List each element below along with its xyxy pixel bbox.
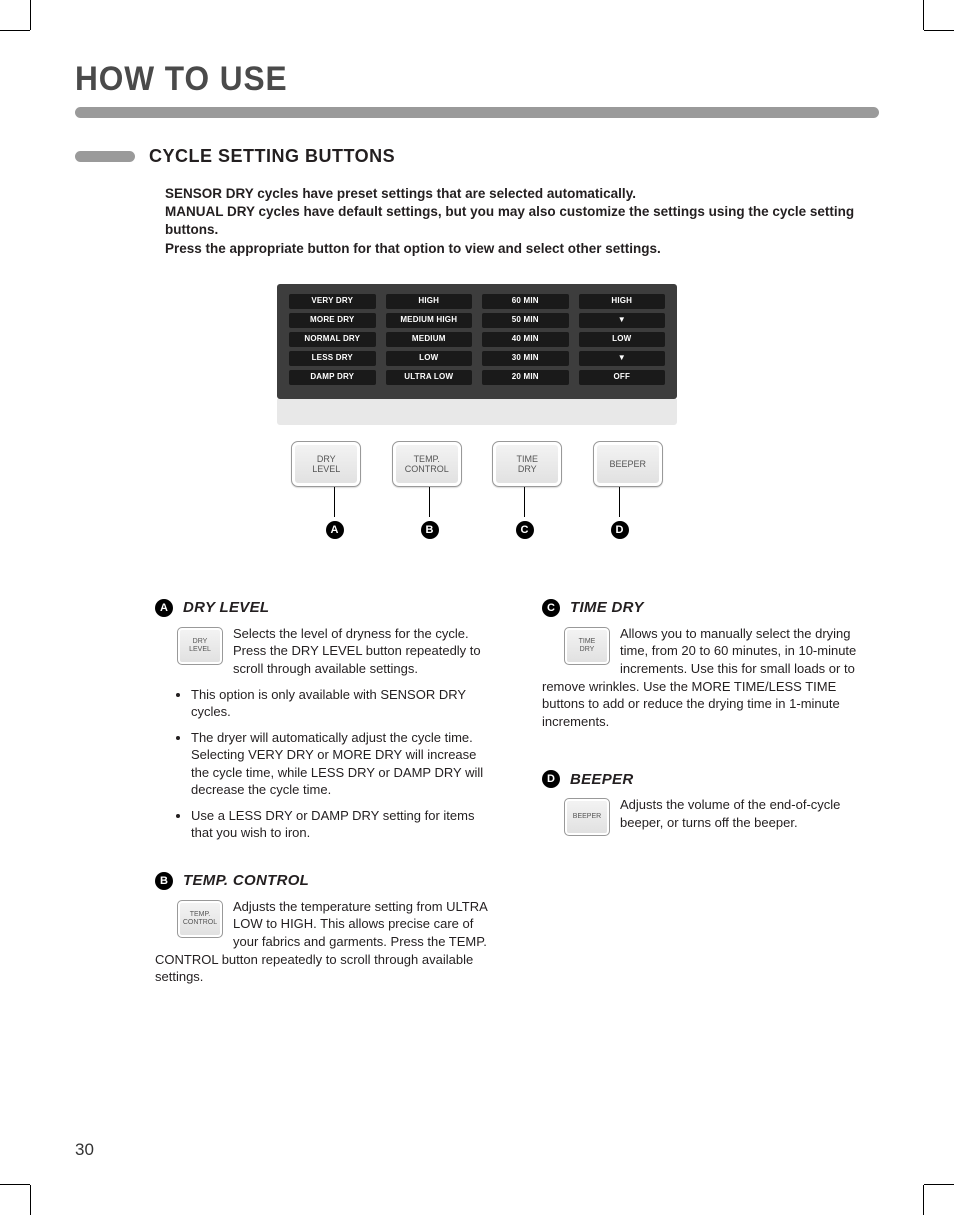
badge-c: C (516, 521, 534, 539)
badge-c-icon: C (542, 599, 560, 617)
control-panel-diagram: VERY DRY MORE DRY NORMAL DRY LESS DRY DA… (277, 284, 677, 539)
badge-b: B (421, 521, 439, 539)
panel-chip: LOW (579, 332, 666, 347)
panel-chip: ULTRA LOW (386, 370, 473, 385)
panel-chip: LESS DRY (289, 351, 376, 366)
panel-chip: DAMP DRY (289, 370, 376, 385)
panel-chip: VERY DRY (289, 294, 376, 309)
panel-strip (277, 399, 677, 425)
panel-chip: 20 MIN (482, 370, 569, 385)
panel-chip: 50 MIN (482, 313, 569, 328)
beeper-button: BEEPER (593, 441, 663, 487)
panel-chip: HIGH (386, 294, 473, 309)
bullet: Use a LESS DRY or DAMP DRY setting for i… (191, 807, 492, 842)
dry-level-mini-icon: DRY LEVEL (177, 627, 223, 665)
item-time-dry: C TIME DRY TIME DRY Allows you to manual… (542, 599, 879, 730)
section-title: CYCLE SETTING BUTTONS (149, 146, 395, 167)
panel-chip: MEDIUM HIGH (386, 313, 473, 328)
item-title: DRY LEVEL (183, 599, 269, 616)
panel-chip: NORMAL DRY (289, 332, 376, 347)
item-dry-level: A DRY LEVEL DRY LEVEL Selects the level … (155, 599, 492, 842)
page-number: 30 (75, 1140, 94, 1160)
intro-text: SENSOR DRY cycles have preset settings t… (165, 185, 865, 258)
item-title: TIME DRY (570, 599, 644, 616)
badge-d-icon: D (542, 770, 560, 788)
item-lead: Adjusts the volume of the end-of-cycle b… (620, 797, 840, 830)
panel-chip: LOW (386, 351, 473, 366)
badge-d: D (611, 521, 629, 539)
page-title: HOW TO USE (75, 60, 823, 99)
time-dry-button: TIME DRY (492, 441, 562, 487)
temp-control-mini-icon: TEMP. CONTROL (177, 900, 223, 938)
panel-chip: MORE DRY (289, 313, 376, 328)
panel-chip: 30 MIN (482, 351, 569, 366)
time-dry-mini-icon: TIME DRY (564, 627, 610, 665)
panel-chip: ▼ (579, 351, 666, 366)
bullet: This option is only available with SENSO… (191, 686, 492, 721)
panel-chip: 60 MIN (482, 294, 569, 309)
panel-chip: MEDIUM (386, 332, 473, 347)
section-pill (75, 151, 135, 162)
item-lead: Selects the level of dryness for the cyc… (233, 626, 481, 676)
panel-chip: HIGH (579, 294, 666, 309)
dry-level-button: DRY LEVEL (291, 441, 361, 487)
badge-a-icon: A (155, 599, 173, 617)
temp-control-button: TEMP. CONTROL (392, 441, 462, 487)
beeper-mini-icon: BEEPER (564, 798, 610, 836)
panel-chip: OFF (579, 370, 666, 385)
item-temp-control: B TEMP. CONTROL TEMP. CONTROL Adjusts th… (155, 872, 492, 986)
panel-chip: ▼ (579, 313, 666, 328)
intro-line: Press the appropriate button for that op… (165, 240, 865, 258)
item-title: TEMP. CONTROL (183, 872, 309, 889)
badge-b-icon: B (155, 872, 173, 890)
item-title: BEEPER (570, 771, 634, 788)
badge-a: A (326, 521, 344, 539)
bullet: The dryer will automatically adjust the … (191, 729, 492, 799)
panel-chip: 40 MIN (482, 332, 569, 347)
intro-line: MANUAL DRY cycles have default settings,… (165, 203, 865, 239)
item-beeper: D BEEPER BEEPER Adjusts the volume of th… (542, 770, 879, 838)
intro-line: SENSOR DRY cycles have preset settings t… (165, 185, 865, 203)
title-bar (75, 107, 879, 118)
